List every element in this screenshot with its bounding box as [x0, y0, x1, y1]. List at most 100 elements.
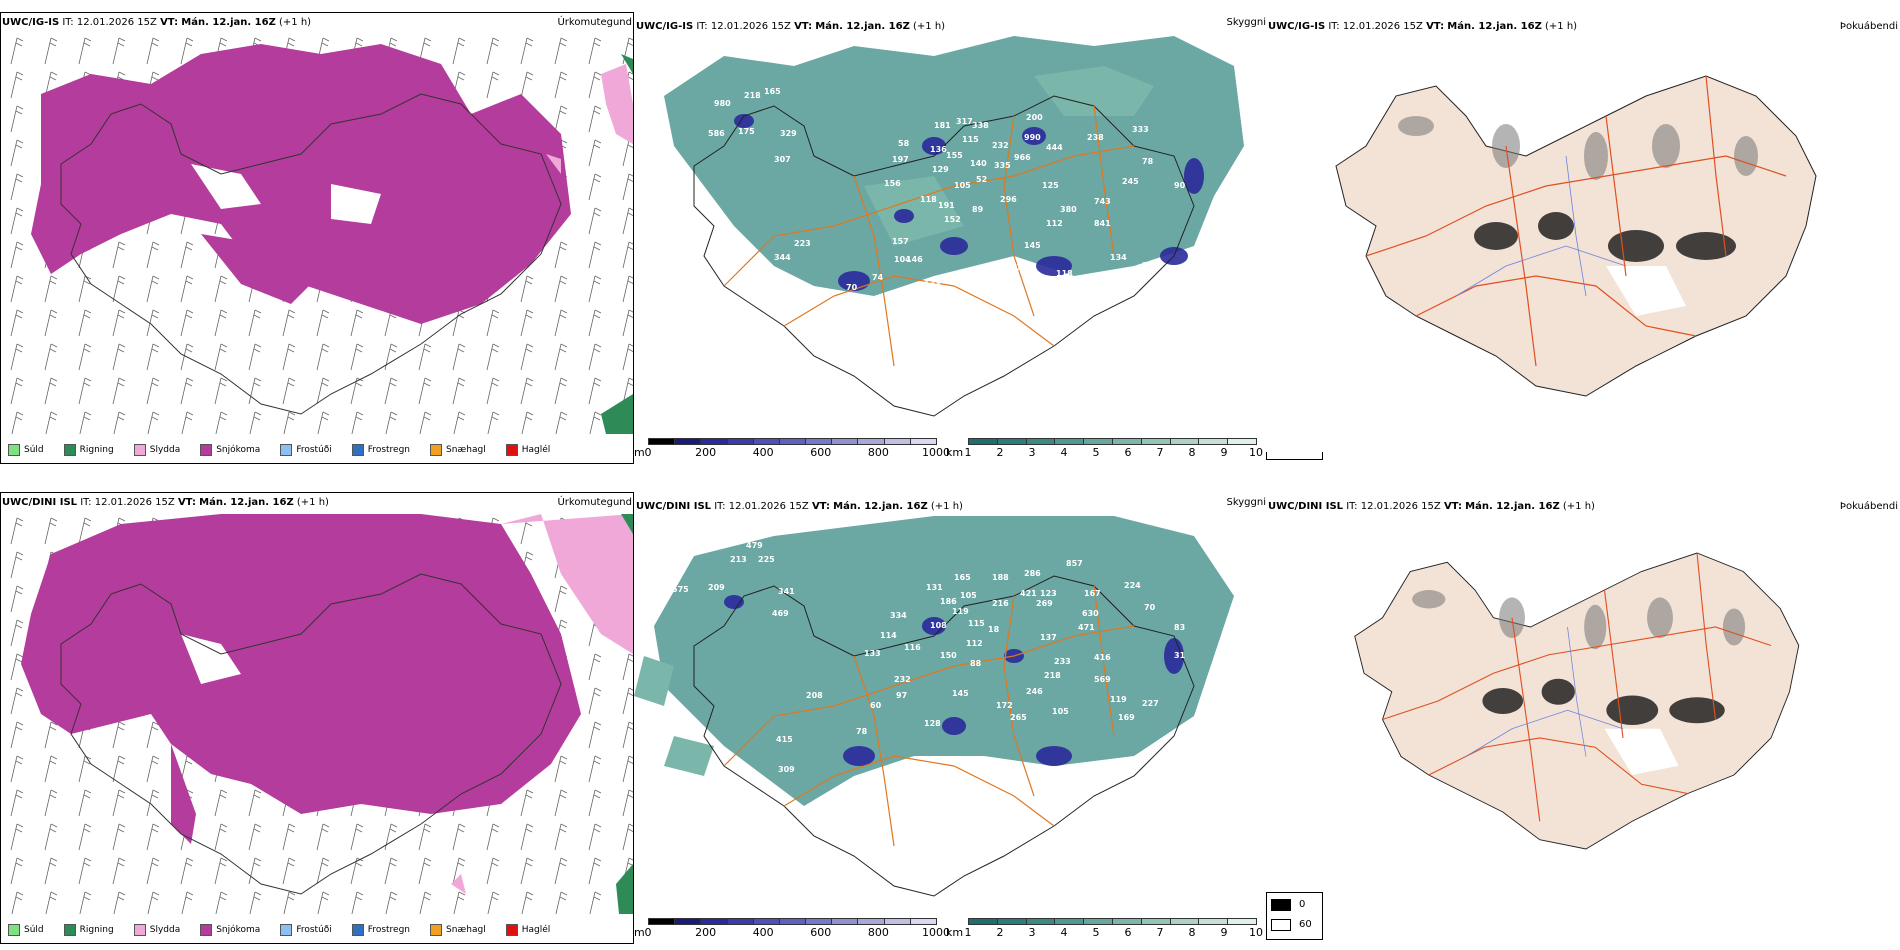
colorbar-segment	[1025, 438, 1056, 445]
cloud-map: 479 213 225 575 209 341 469 165 188 286 …	[634, 516, 1266, 908]
it-label: IT:	[1346, 501, 1358, 512]
colorbar-segment	[883, 918, 911, 925]
model-name: UWC/DINI ISL	[2, 497, 78, 508]
svg-text:208: 208	[806, 691, 823, 700]
precip-panel-frame	[0, 492, 634, 944]
colorbar-tick-label: 800	[867, 926, 889, 939]
visibility-field	[654, 516, 1234, 806]
svg-text:416: 416	[1094, 653, 1111, 662]
ceiling-unit: m	[634, 446, 645, 459]
vt-value: Mán. 12.jan. 16Z	[1465, 501, 1560, 512]
precip-legend: Súld Rigning Slydda Snjókoma Frostúði Fr…	[8, 924, 564, 936]
svg-text:70: 70	[846, 283, 858, 292]
svg-text:209: 209	[708, 583, 725, 592]
svg-text:265: 265	[1010, 713, 1027, 722]
legend-item-frostudi: Frostúði	[280, 924, 332, 936]
colorbar-tick-label: 5	[1092, 926, 1100, 939]
fog-legend-bottom: 0 60	[1266, 892, 1323, 940]
svg-text:116: 116	[904, 643, 921, 652]
svg-text:415: 415	[776, 735, 793, 744]
colorbar-segment	[778, 438, 807, 445]
svg-text:630: 630	[1082, 609, 1099, 618]
it-value: 12.01.2026 15Z	[710, 21, 791, 32]
colorbar-tick-label: 10	[1249, 446, 1263, 459]
legend-item-haglel: Haglél	[505, 924, 550, 936]
svg-text:341: 341	[778, 587, 795, 596]
panel-title: Skyggni	[1226, 17, 1266, 28]
colorbar-tick-label: 400	[752, 446, 774, 459]
model-name: UWC/IG-IS	[636, 21, 694, 32]
colorbar-tick-label: 7	[1156, 926, 1164, 939]
svg-text:223: 223	[794, 239, 811, 248]
it-value: 12.01.2026 15Z	[76, 17, 157, 28]
svg-text:116: 116	[1114, 269, 1131, 278]
it-value: 12.01.2026 15Z	[1360, 501, 1441, 512]
it-value: 12.01.2026 15Z	[1342, 21, 1423, 32]
colorbar-segment	[1198, 918, 1229, 925]
colorbar-tick-label: 3	[1028, 926, 1036, 939]
lead-time: (+1 h)	[930, 501, 963, 512]
panel-header: UWC/DINI ISL IT: 12.01.2026 15Z VT: Mán.…	[636, 500, 963, 514]
legend-item-slydda: Slydda	[133, 924, 180, 936]
svg-text:156: 156	[884, 179, 901, 188]
svg-text:469: 469	[772, 609, 789, 618]
colorbar-segment	[883, 438, 911, 445]
svg-text:31: 31	[1174, 651, 1186, 660]
colorbar-segment	[648, 918, 676, 925]
svg-text:18: 18	[988, 625, 1000, 634]
it-label: IT:	[80, 497, 92, 508]
ceiling-unit: m	[634, 926, 645, 939]
colorbar-segment	[805, 438, 833, 445]
model-name: UWC/IG-IS	[1268, 21, 1326, 32]
svg-text:115: 115	[968, 619, 985, 628]
svg-text:227: 227	[1142, 699, 1159, 708]
panel-title: Skyggni	[1226, 497, 1266, 508]
svg-text:165: 165	[764, 87, 781, 96]
legend-item-rigning: Rigning	[63, 924, 114, 936]
lead-time: (+1 h)	[913, 21, 946, 32]
svg-text:52: 52	[976, 175, 987, 184]
colorbar-tick-label: 1	[964, 446, 972, 459]
svg-text:296: 296	[1000, 195, 1017, 204]
svg-text:152: 152	[944, 215, 961, 224]
svg-text:78: 78	[1142, 157, 1154, 166]
svg-text:118: 118	[1056, 269, 1073, 278]
visibility-unit: km	[946, 446, 964, 459]
colorbar-tick-label: 200	[695, 446, 717, 459]
legend-item-snaehagl: Snæhagl	[430, 924, 486, 936]
precip-panel-frame	[0, 12, 634, 464]
svg-text:155: 155	[946, 151, 963, 160]
vt-label: VT:	[794, 21, 813, 32]
svg-text:191: 191	[938, 201, 955, 210]
svg-text:329: 329	[780, 129, 797, 138]
svg-text:136: 136	[930, 145, 947, 154]
svg-text:74: 74	[872, 273, 884, 282]
svg-text:125: 125	[1042, 181, 1059, 190]
colorbar-segment	[968, 438, 998, 445]
svg-text:338: 338	[972, 121, 989, 130]
svg-text:841: 841	[1094, 219, 1111, 228]
colorbar-tick-label: 10	[1249, 926, 1263, 939]
colorbar-segment	[857, 918, 885, 925]
svg-text:232: 232	[894, 675, 911, 684]
svg-text:233: 233	[1054, 657, 1071, 666]
model-name: UWC/IG-IS	[2, 17, 60, 28]
fog-map-svg	[1335, 75, 1817, 397]
colorbar-segment	[1198, 438, 1229, 445]
svg-text:335: 335	[994, 161, 1011, 170]
colorbar-tick-label: 0	[644, 926, 652, 939]
colorbar-segment	[1025, 918, 1056, 925]
svg-text:115: 115	[962, 135, 979, 144]
svg-text:165: 165	[954, 573, 971, 582]
vt-value: Mán. 12.jan. 16Z	[199, 497, 294, 508]
colorbar-segment	[1140, 438, 1171, 445]
svg-text:128: 128	[924, 719, 941, 728]
colorbar-tick-label: 6	[1124, 926, 1132, 939]
lead-time: (+1 h)	[1545, 21, 1578, 32]
svg-text:197: 197	[892, 155, 909, 164]
precip-map	[1, 34, 633, 434]
colorbar-segment	[1227, 438, 1257, 445]
colorbar-tick-label: 0	[644, 446, 652, 459]
svg-text:90: 90	[1174, 181, 1186, 190]
colorbar-tick-label: 4	[1060, 446, 1068, 459]
